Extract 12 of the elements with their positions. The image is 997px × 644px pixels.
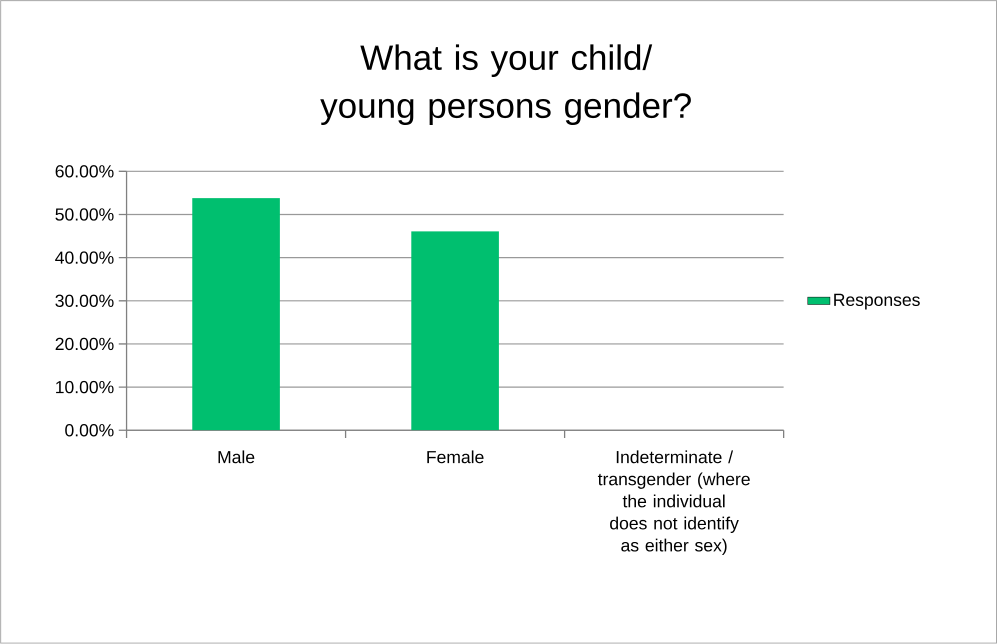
y-tick-label: 40.00%: [55, 252, 114, 264]
y-tick-label: 50.00%: [55, 208, 114, 221]
x-tick-label: Indeterminate / transgender (where the individual does not identify as either sex): [598, 450, 750, 556]
y-tick-label: 0.00%: [65, 424, 114, 437]
legend-label: Responses: [834, 294, 920, 310]
y-tick-label: 10.00%: [56, 381, 114, 394]
y-tick-label: 20.00%: [56, 338, 114, 350]
y-tick-label: 60.00%: [56, 165, 114, 178]
y-tick-label: 30.00%: [55, 294, 114, 308]
x-tick-label: Male: [218, 450, 254, 464]
chart-title: What is your child/ young persons gender?: [320, 44, 691, 126]
x-tick-label: Female: [427, 450, 484, 464]
